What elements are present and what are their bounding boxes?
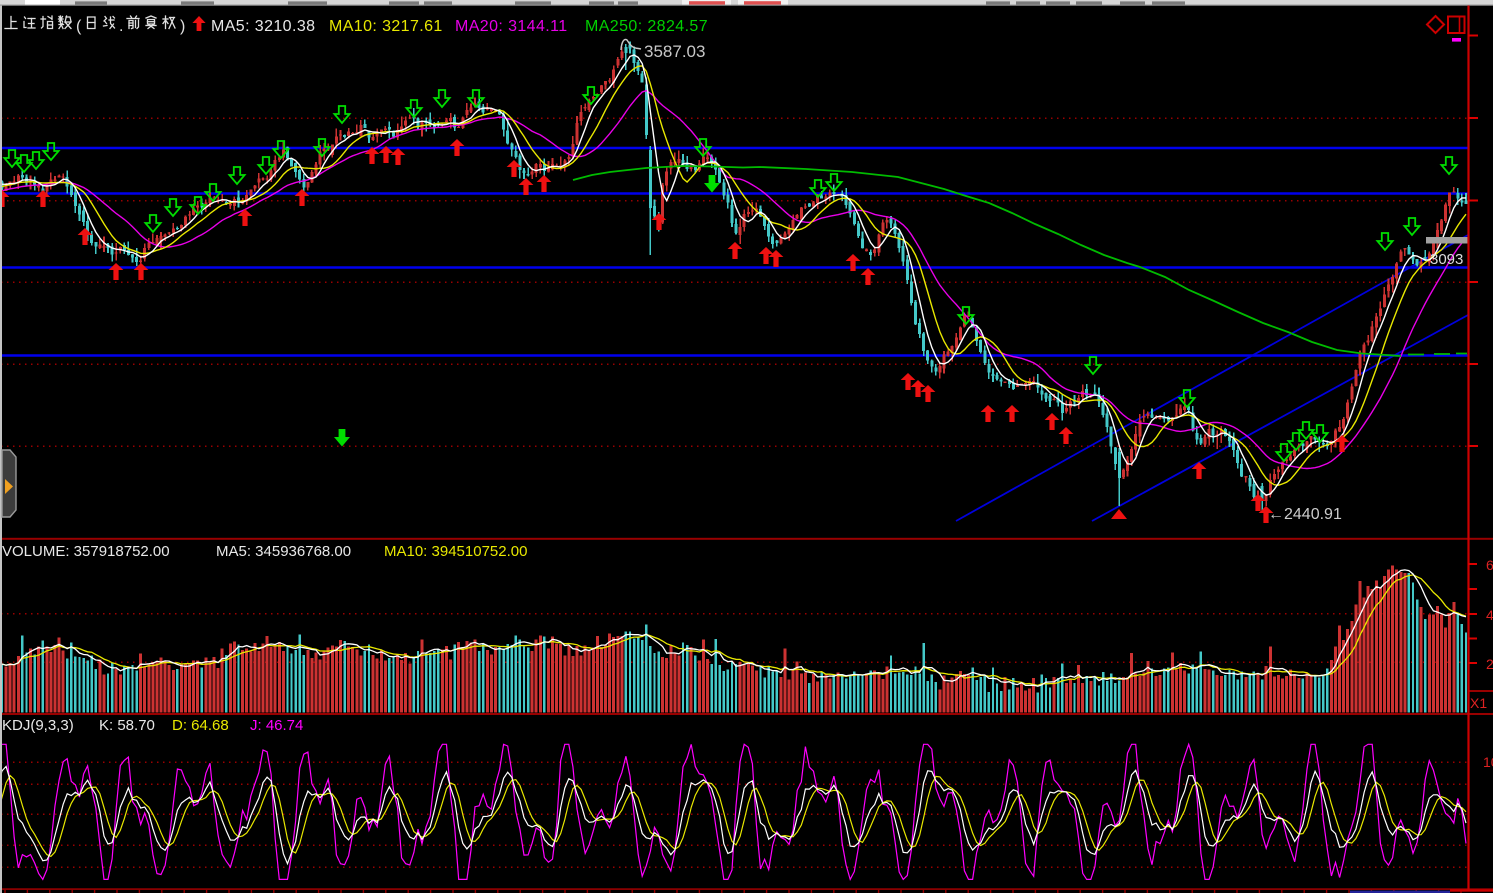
svg-text:): ) <box>180 18 185 35</box>
svg-text:KDJ(9,3,3): KDJ(9,3,3) <box>2 717 74 734</box>
svg-text:MA5: 3210.38: MA5: 3210.38 <box>211 18 315 35</box>
svg-text:2: 2 <box>1486 656 1493 672</box>
svg-text:MA20: 3144.11: MA20: 3144.11 <box>455 18 568 35</box>
svg-text:6: 6 <box>1486 557 1493 573</box>
svg-text:MA10: 394510752.00: MA10: 394510752.00 <box>384 543 527 560</box>
svg-text:3587.03: 3587.03 <box>644 42 705 61</box>
svg-text:3093: 3093 <box>1430 251 1463 268</box>
svg-text:J: 46.74: J: 46.74 <box>250 717 303 734</box>
svg-text:←2440.91: ←2440.91 <box>1268 506 1342 523</box>
svg-text:4: 4 <box>1486 607 1493 623</box>
svg-text:.: . <box>119 18 123 35</box>
svg-text:D: 64.68: D: 64.68 <box>172 717 229 734</box>
svg-text:K: 58.70: K: 58.70 <box>99 717 155 734</box>
svg-text:VOLUME: 357918752.00: VOLUME: 357918752.00 <box>2 543 170 560</box>
svg-text:100: 100 <box>1483 754 1493 770</box>
svg-text:(: ( <box>76 18 82 35</box>
svg-text:MA5: 345936768.00: MA5: 345936768.00 <box>216 543 351 560</box>
svg-text:MA10: 3217.61: MA10: 3217.61 <box>329 18 443 35</box>
svg-text:MA250: 2824.57: MA250: 2824.57 <box>585 18 708 35</box>
svg-text:X1: X1 <box>1470 695 1487 711</box>
